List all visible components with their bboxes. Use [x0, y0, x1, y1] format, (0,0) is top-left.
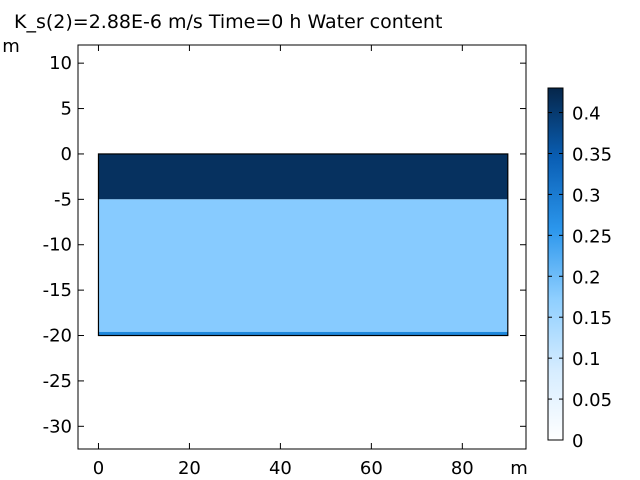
- colorbar-bar: [547, 87, 564, 441]
- x-tick-label: 60: [360, 458, 383, 479]
- x-tick-label: 20: [178, 458, 201, 479]
- x-tick-label: 0: [93, 458, 104, 479]
- colorbar-tick-label: 0.2: [572, 267, 601, 288]
- chart-title: K_s(2)=2.88E-6 m/s Time=0 h Water conten…: [14, 11, 443, 33]
- y-tick-label: -15: [43, 280, 72, 301]
- x-tick-label: 80: [451, 458, 474, 479]
- y-tick-label: 10: [49, 53, 72, 74]
- y-tick-label: 0: [61, 144, 72, 165]
- axes-frame: [77, 44, 527, 450]
- layer-0: [98, 153, 508, 200]
- colorbar-tick-label: 0.15: [572, 308, 612, 329]
- layer-2: [98, 331, 508, 336]
- colorbar-tick-label: 0.25: [572, 226, 612, 247]
- colorbar-tick-label: 0.3: [572, 185, 601, 206]
- colorbar-tick-label: 0.1: [572, 349, 601, 370]
- y-tick-label: -25: [43, 371, 72, 392]
- x-tick-label: 40: [269, 458, 292, 479]
- domain-outline: [97, 153, 509, 337]
- colorbar-tick-label: 0.4: [572, 104, 601, 125]
- y-tick-label: -10: [43, 235, 72, 256]
- colorbar-tick-label: 0.35: [572, 144, 612, 165]
- y-axis-label: m: [2, 36, 20, 57]
- y-tick-label: -5: [54, 189, 72, 210]
- colorbar-tick-label: 0.05: [572, 390, 612, 411]
- y-tick-label: 5: [61, 99, 72, 120]
- y-tick-label: -30: [43, 416, 72, 437]
- colorbar-tick-label: 0: [572, 431, 583, 452]
- y-tick-label: -20: [43, 326, 72, 347]
- layer-1: [98, 199, 508, 332]
- x-axis-label: m: [510, 458, 528, 479]
